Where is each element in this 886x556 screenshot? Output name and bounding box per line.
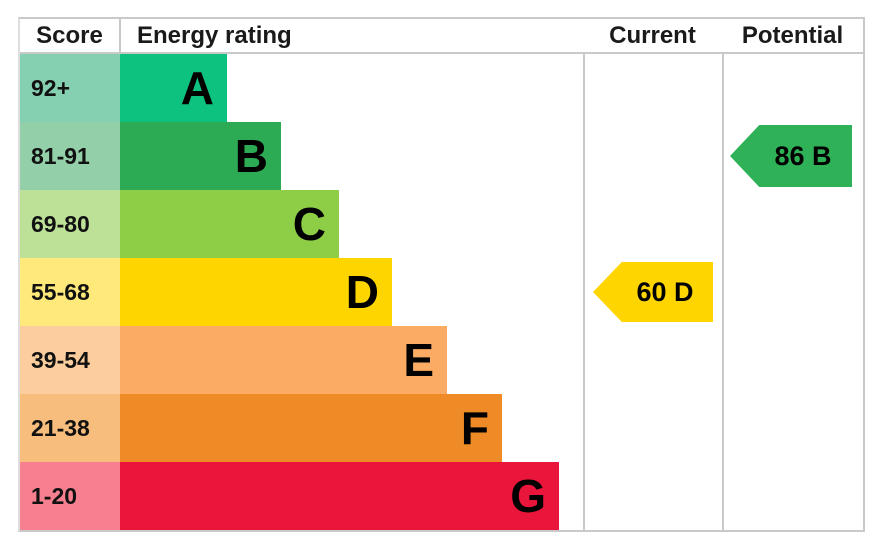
score-range-e: 39-54 (20, 326, 120, 394)
band-letter-a: A (180, 62, 214, 114)
potential-column-divider (722, 19, 724, 530)
header-score: Score (20, 19, 121, 52)
band-row-e: 39-54 E (20, 326, 863, 394)
bands-container: 92+ A 81-91 B 69-80 C 55-68 D 39-54 E 21… (20, 54, 863, 530)
band-letter-f: F (460, 402, 489, 454)
score-range-d: 55-68 (20, 258, 120, 326)
table-header: Score Energy rating Current Potential (20, 19, 863, 54)
band-bar-f: F (120, 394, 502, 462)
score-range-f: 21-38 (20, 394, 120, 462)
band-row-a: 92+ A (20, 54, 863, 122)
band-bar-a: A (120, 54, 227, 122)
band-letter-e: E (403, 334, 434, 386)
band-row-d: 55-68 D (20, 258, 863, 326)
band-row-b: 81-91 B (20, 122, 863, 190)
epc-rating-chart: Score Energy rating Current Potential 92… (18, 17, 865, 532)
potential-rating-label: 86 B (774, 140, 832, 171)
band-bar-e: E (120, 326, 447, 394)
band-bar-g: G (120, 462, 559, 530)
band-row-g: 1-20 G (20, 462, 863, 530)
band-letter-g: G (510, 470, 546, 522)
band-bar-d: D (120, 258, 392, 326)
band-letter-c: C (292, 198, 326, 250)
score-range-g: 1-20 (20, 462, 120, 530)
band-bar-b: B (120, 122, 281, 190)
current-rating-label: 60 D (636, 276, 694, 307)
score-range-b: 81-91 (20, 122, 120, 190)
band-bar-c: C (120, 190, 339, 258)
current-rating-arrow: 60 D (593, 262, 713, 322)
header-potential: Potential (741, 21, 844, 49)
score-range-a: 92+ (20, 54, 120, 122)
band-row-f: 21-38 F (20, 394, 863, 462)
potential-rating-arrow: 86 B (730, 125, 852, 187)
band-letter-d: D (345, 266, 379, 318)
score-range-c: 69-80 (20, 190, 120, 258)
band-row-c: 69-80 C (20, 190, 863, 258)
header-energy-rating: Energy rating (137, 21, 292, 49)
band-letter-b: B (234, 130, 268, 182)
header-current: Current (609, 21, 696, 49)
current-column-divider (583, 19, 585, 530)
